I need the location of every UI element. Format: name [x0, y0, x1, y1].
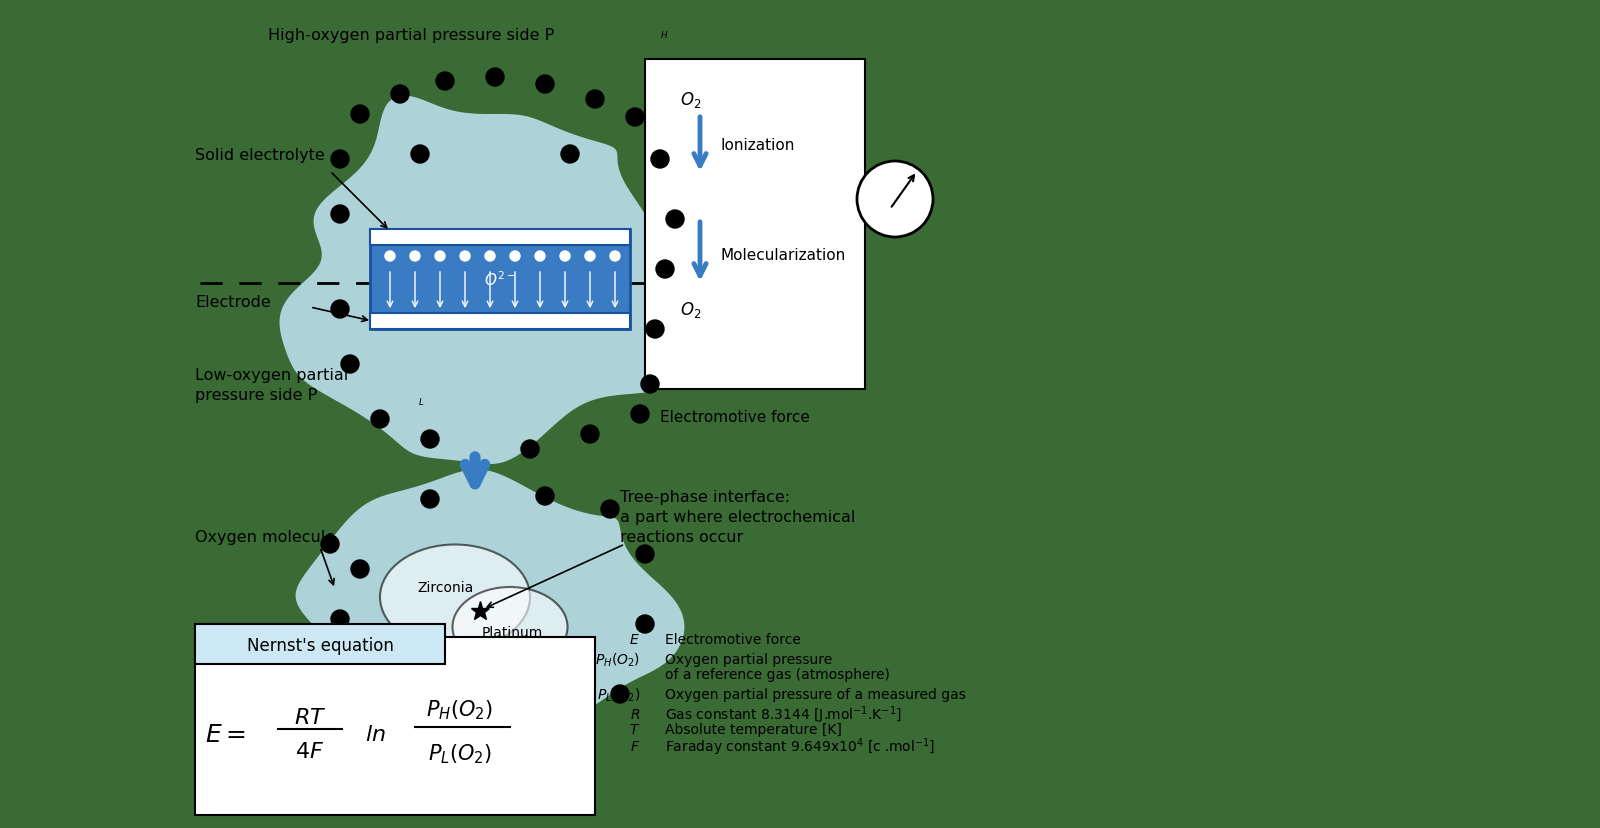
Circle shape [610, 252, 621, 262]
Circle shape [666, 211, 685, 229]
Circle shape [656, 261, 674, 279]
Circle shape [341, 355, 358, 373]
Circle shape [510, 252, 520, 262]
Text: $P_L(O_2)$: $P_L(O_2)$ [427, 741, 493, 765]
Circle shape [486, 69, 504, 87]
Text: Absolute temperature [K]: Absolute temperature [K] [666, 722, 842, 736]
Text: $RT$: $RT$ [294, 707, 326, 727]
Text: Faraday constant 9.649x10$^4$ [c .mol$^{-1}$]: Faraday constant 9.649x10$^4$ [c .mol$^{… [666, 735, 934, 757]
Text: Oxygen partial pressure: Oxygen partial pressure [666, 652, 832, 667]
Text: Electromotive force: Electromotive force [666, 633, 802, 646]
Text: Ionization: Ionization [720, 137, 794, 152]
Circle shape [858, 161, 933, 238]
Circle shape [371, 411, 389, 428]
Ellipse shape [381, 545, 530, 650]
Circle shape [482, 730, 499, 748]
Circle shape [536, 488, 554, 505]
Text: Nernst's equation: Nernst's equation [246, 636, 394, 654]
Circle shape [435, 252, 445, 262]
Circle shape [421, 490, 438, 508]
Polygon shape [280, 97, 707, 465]
Circle shape [550, 720, 570, 738]
Text: $_H$: $_H$ [661, 28, 669, 41]
Circle shape [331, 301, 349, 319]
Text: $R$: $R$ [630, 707, 640, 721]
Circle shape [586, 252, 595, 262]
Circle shape [536, 76, 554, 94]
Circle shape [322, 536, 339, 553]
Circle shape [581, 426, 598, 444]
Circle shape [421, 431, 438, 449]
Circle shape [331, 610, 349, 628]
Text: $F$: $F$ [630, 739, 640, 753]
Circle shape [560, 252, 570, 262]
Text: High-oxygen partial pressure side P: High-oxygen partial pressure side P [269, 28, 554, 43]
Circle shape [630, 406, 650, 423]
FancyBboxPatch shape [370, 314, 630, 330]
Circle shape [626, 108, 643, 127]
Text: $T$: $T$ [629, 722, 640, 736]
Circle shape [611, 686, 629, 703]
Text: $_L$: $_L$ [418, 394, 424, 407]
Text: Oxygen partial pressure of a measured gas: Oxygen partial pressure of a measured ga… [666, 687, 966, 701]
FancyBboxPatch shape [370, 229, 630, 330]
Text: Molecularization: Molecularization [720, 248, 845, 262]
Circle shape [350, 106, 370, 124]
Text: Zirconia: Zirconia [418, 580, 474, 595]
Circle shape [485, 252, 494, 262]
Circle shape [637, 546, 654, 563]
Text: Solid electrolyte: Solid electrolyte [195, 148, 325, 163]
Circle shape [390, 86, 410, 104]
Circle shape [411, 146, 429, 164]
Text: Gas constant 8.3144 [J.mol$^{-1}$.K$^{-1}$]: Gas constant 8.3144 [J.mol$^{-1}$.K$^{-1… [666, 703, 902, 725]
Circle shape [386, 252, 395, 262]
Text: $O_2$: $O_2$ [680, 300, 701, 320]
Circle shape [642, 376, 659, 393]
Circle shape [350, 561, 370, 578]
Text: Tree-phase interface:
a part where electrochemical
reactions occur: Tree-phase interface: a part where elect… [621, 489, 856, 544]
Text: $ln$: $ln$ [365, 724, 386, 744]
Circle shape [522, 440, 539, 459]
Text: $P_H(O_2)$: $P_H(O_2)$ [595, 651, 640, 668]
Circle shape [602, 500, 619, 518]
Text: Electromotive force: Electromotive force [661, 410, 810, 425]
Text: Oxygen molecule: Oxygen molecule [195, 529, 334, 544]
Circle shape [411, 720, 429, 738]
Ellipse shape [453, 587, 568, 667]
Circle shape [331, 205, 349, 224]
Text: $E=$: $E=$ [205, 722, 245, 746]
Circle shape [646, 320, 664, 339]
Text: $O_2$: $O_2$ [680, 90, 701, 110]
Circle shape [651, 151, 669, 169]
Text: $E$: $E$ [629, 633, 640, 646]
Circle shape [461, 252, 470, 262]
Text: $4F$: $4F$ [296, 741, 325, 761]
Circle shape [586, 91, 605, 108]
Text: of a reference gas (atmosphere): of a reference gas (atmosphere) [666, 667, 890, 681]
Circle shape [410, 252, 419, 262]
FancyBboxPatch shape [195, 638, 595, 815]
Circle shape [637, 615, 654, 633]
Text: Low-oxygen partial
pressure side P: Low-oxygen partial pressure side P [195, 368, 349, 402]
Circle shape [331, 151, 349, 169]
Polygon shape [296, 469, 685, 749]
Text: Electrode: Electrode [195, 295, 270, 310]
Text: Platinum: Platinum [482, 625, 542, 639]
Text: $P_H(O_2)$: $P_H(O_2)$ [427, 697, 493, 721]
Circle shape [534, 252, 546, 262]
Circle shape [435, 73, 454, 91]
FancyBboxPatch shape [195, 624, 445, 664]
Text: $P_L(O_2)$: $P_L(O_2)$ [597, 686, 640, 703]
FancyBboxPatch shape [370, 229, 630, 246]
Circle shape [562, 146, 579, 164]
FancyBboxPatch shape [645, 60, 866, 389]
Circle shape [350, 691, 370, 708]
Text: $O^{2-}$: $O^{2-}$ [485, 270, 515, 289]
